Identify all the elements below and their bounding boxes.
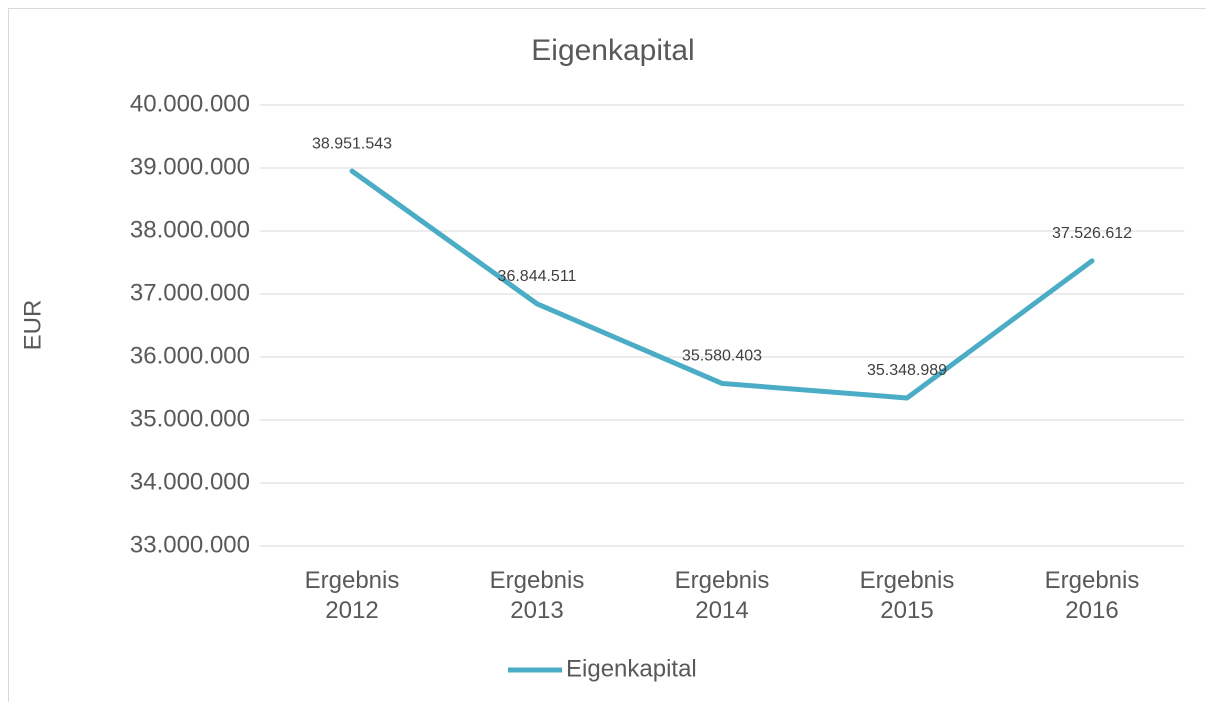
data-label: 36.844.511 — [498, 268, 577, 285]
y-tick-label: 36.000.000 — [130, 342, 250, 369]
chart-title: Eigenkapital — [531, 34, 694, 67]
legend-label: Eigenkapital — [566, 655, 697, 682]
y-axis-label: EUR — [19, 300, 46, 351]
y-tick-label: 35.000.000 — [130, 405, 250, 432]
x-tick-label: Ergebnis 2015 — [859, 567, 955, 624]
y-tick-label: 40.000.000 — [130, 90, 250, 117]
data-label: 37.526.612 — [1052, 225, 1132, 242]
y-tick-label: 39.000.000 — [130, 153, 250, 180]
y-tick-label: 33.000.000 — [130, 531, 250, 558]
data-label: 35.580.403 — [682, 348, 762, 365]
y-tick-label: 37.000.000 — [130, 279, 250, 306]
x-tick-label: Ergebnis 2012 — [304, 567, 400, 624]
line — [349, 168, 1095, 401]
x-tick-label: Ergebnis 2014 — [674, 567, 770, 624]
x-tick-label: Ergebnis 2016 — [1044, 567, 1140, 624]
chart-border — [8, 8, 1206, 702]
y-tick-label: 38.000.000 — [130, 216, 250, 243]
x-tick-label: Ergebnis 2013 — [489, 567, 585, 624]
data-label: 35.348.989 — [867, 362, 947, 379]
y-tick-label: 34.000.000 — [130, 468, 250, 495]
data-label: 38.951.543 — [312, 135, 392, 152]
